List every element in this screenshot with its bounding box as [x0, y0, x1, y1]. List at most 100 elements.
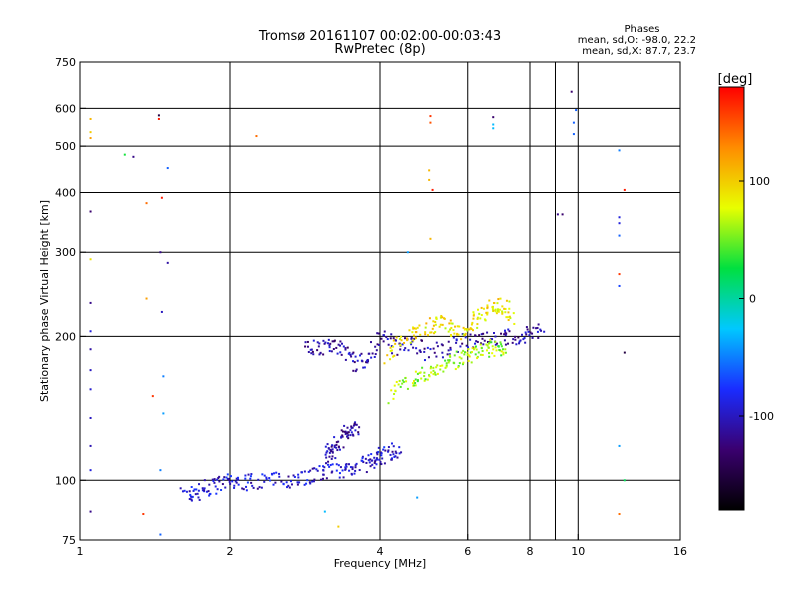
data-point — [464, 332, 467, 335]
data-point — [425, 322, 428, 325]
data-point — [524, 341, 527, 344]
data-point — [256, 487, 259, 490]
data-point — [188, 490, 191, 493]
data-point — [401, 379, 404, 382]
data-point — [494, 340, 497, 343]
data-point — [297, 476, 300, 479]
data-point — [467, 348, 470, 351]
data-point — [430, 331, 433, 334]
data-point — [123, 153, 126, 156]
data-point — [330, 449, 333, 452]
y-tick-label: 300 — [55, 246, 76, 259]
data-point — [424, 331, 427, 334]
data-point — [435, 355, 438, 358]
data-point — [503, 329, 506, 332]
data-point — [89, 388, 92, 391]
data-point — [406, 339, 409, 342]
data-point — [508, 330, 511, 333]
data-point — [412, 339, 415, 342]
data-point — [201, 489, 204, 492]
data-point — [476, 323, 479, 326]
data-point — [448, 353, 451, 356]
data-point — [354, 421, 357, 424]
data-point — [393, 354, 396, 357]
data-point — [190, 495, 193, 498]
data-point — [309, 348, 312, 351]
data-point — [353, 361, 356, 364]
data-point — [368, 352, 371, 355]
data-point — [347, 437, 350, 440]
data-point — [229, 482, 232, 485]
data-point — [476, 317, 479, 320]
data-point — [365, 360, 368, 363]
data-point — [325, 451, 328, 454]
grid-lines — [80, 62, 680, 540]
data-point — [341, 435, 344, 438]
data-point — [360, 359, 363, 362]
data-point — [459, 345, 462, 348]
data-point — [522, 338, 525, 341]
data-point — [227, 478, 230, 481]
data-point — [365, 461, 368, 464]
data-point — [472, 313, 475, 316]
data-point — [322, 465, 325, 468]
data-point — [361, 459, 364, 462]
data-point — [464, 351, 467, 354]
data-point — [392, 355, 395, 358]
data-point — [214, 485, 217, 488]
data-point — [367, 459, 370, 462]
data-point — [415, 347, 418, 350]
data-point — [352, 360, 355, 363]
data-point — [203, 479, 206, 482]
data-point — [439, 364, 442, 367]
data-point — [288, 486, 291, 489]
data-point — [508, 315, 511, 318]
data-point — [192, 489, 195, 492]
data-point — [455, 341, 458, 344]
data-point — [491, 338, 494, 341]
data-point — [429, 115, 432, 118]
data-point — [181, 490, 184, 493]
data-point — [429, 348, 432, 351]
data-point — [89, 510, 92, 513]
data-point — [461, 363, 464, 366]
data-point — [474, 342, 477, 345]
data-point — [339, 351, 342, 354]
data-point — [373, 355, 376, 358]
data-point — [89, 469, 92, 472]
data-point — [429, 367, 432, 370]
data-point — [391, 450, 394, 453]
data-point — [498, 348, 501, 351]
data-point — [359, 354, 362, 357]
data-point — [286, 486, 289, 489]
data-point — [404, 347, 407, 350]
data-point — [500, 345, 503, 348]
data-point — [456, 325, 459, 328]
data-point — [354, 466, 357, 469]
data-point — [618, 513, 621, 516]
data-point — [246, 481, 249, 484]
data-point — [491, 345, 494, 348]
data-point — [396, 353, 399, 356]
data-point — [527, 330, 530, 333]
data-point — [492, 309, 495, 312]
data-point — [382, 448, 385, 451]
data-point — [260, 486, 263, 489]
data-point — [392, 345, 395, 348]
data-point — [397, 383, 400, 386]
data-point — [504, 308, 507, 311]
data-point — [379, 460, 382, 463]
data-point — [469, 333, 472, 336]
y-tick-label: 400 — [55, 186, 76, 199]
data-point — [572, 133, 575, 136]
data-point — [312, 353, 315, 356]
data-point — [492, 127, 495, 130]
data-point — [476, 357, 479, 360]
data-point — [394, 450, 397, 453]
data-point — [220, 488, 223, 491]
data-point — [343, 430, 346, 433]
data-point — [361, 457, 364, 460]
data-point — [485, 343, 488, 346]
data-point — [252, 486, 255, 489]
data-point — [216, 488, 219, 491]
